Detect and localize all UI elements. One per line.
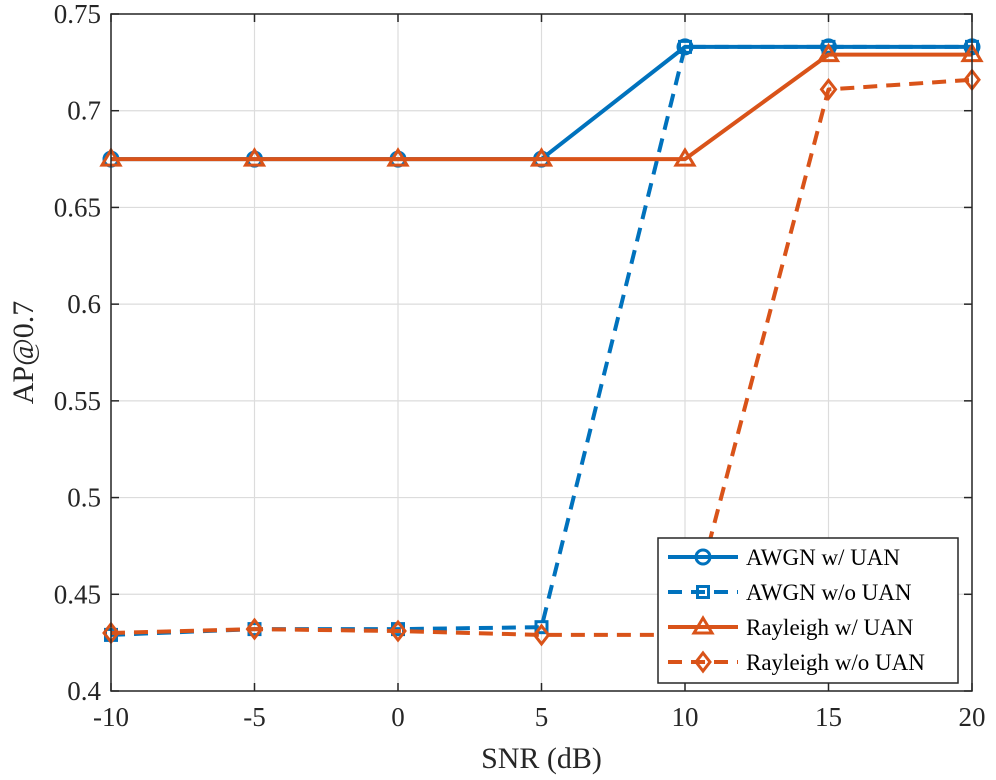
legend-label-1: AWGN w/ UAN: [746, 545, 900, 570]
data-point-series-4: [245, 617, 264, 641]
x-tick-label: -5: [243, 702, 266, 732]
data-point-series-2: [678, 39, 692, 54]
data-point-series-4: [819, 77, 838, 101]
legend-marker-4: [694, 650, 712, 674]
y-tick-label: 0.5: [67, 483, 101, 513]
legend: AWGN w/ UAN AWGN w/o UAN Rayleigh w/ UAN Ra…: [657, 537, 959, 684]
x-tick-label: -10: [93, 702, 129, 732]
data-point-series-3: [816, 42, 841, 63]
data-point-series-4: [532, 623, 551, 647]
series-4: [102, 68, 981, 647]
y-tick-label: 0.4: [67, 676, 101, 706]
data-point-series-3: [529, 147, 554, 167]
x-tick-label: 20: [959, 702, 986, 732]
legend-marker-3: [691, 615, 715, 635]
y-tick-label: 0.65: [54, 192, 101, 222]
data-point-series-3: [386, 147, 410, 167]
y-tick-label: 0.75: [54, 0, 101, 29]
ticks: -10 -5 0 5 10 15 20 0.4 0.45 0.5 0.55 0.6 0.65 0.7 0.7…: [54, 0, 986, 732]
y-tick-label: 0.55: [54, 386, 101, 416]
legend-marker-2: [696, 585, 710, 599]
data-point-series-2: [821, 39, 836, 54]
x-axis-label: SNR (dB): [481, 742, 602, 775]
x-tick-label: 10: [672, 702, 699, 732]
y-axis-label: AP@0.7: [7, 301, 40, 404]
x-tick-label: 0: [391, 702, 405, 732]
data-point-series-3: [242, 147, 267, 167]
x-tick-label: 15: [815, 702, 842, 732]
series-line-3: [111, 52, 972, 162]
y-tick-label: 0.7: [67, 96, 101, 126]
x-tick-label: 5: [535, 702, 549, 732]
data-point-series-4: [389, 619, 407, 643]
legend-label-4: Rayleigh w/o UAN: [746, 650, 925, 675]
series-3: [99, 42, 984, 167]
legend-marker-1: [694, 548, 712, 566]
y-tick-label: 0.6: [67, 289, 101, 319]
data-point-series-2: [534, 620, 549, 635]
y-tick-label: 0.45: [54, 579, 101, 609]
series-line-4: [110, 77, 973, 637]
legend-label-3: Rayleigh w/ UAN: [746, 615, 914, 640]
data-point-series-3: [673, 147, 697, 167]
legend-label-2: AWGN w/o UAN: [746, 580, 912, 605]
